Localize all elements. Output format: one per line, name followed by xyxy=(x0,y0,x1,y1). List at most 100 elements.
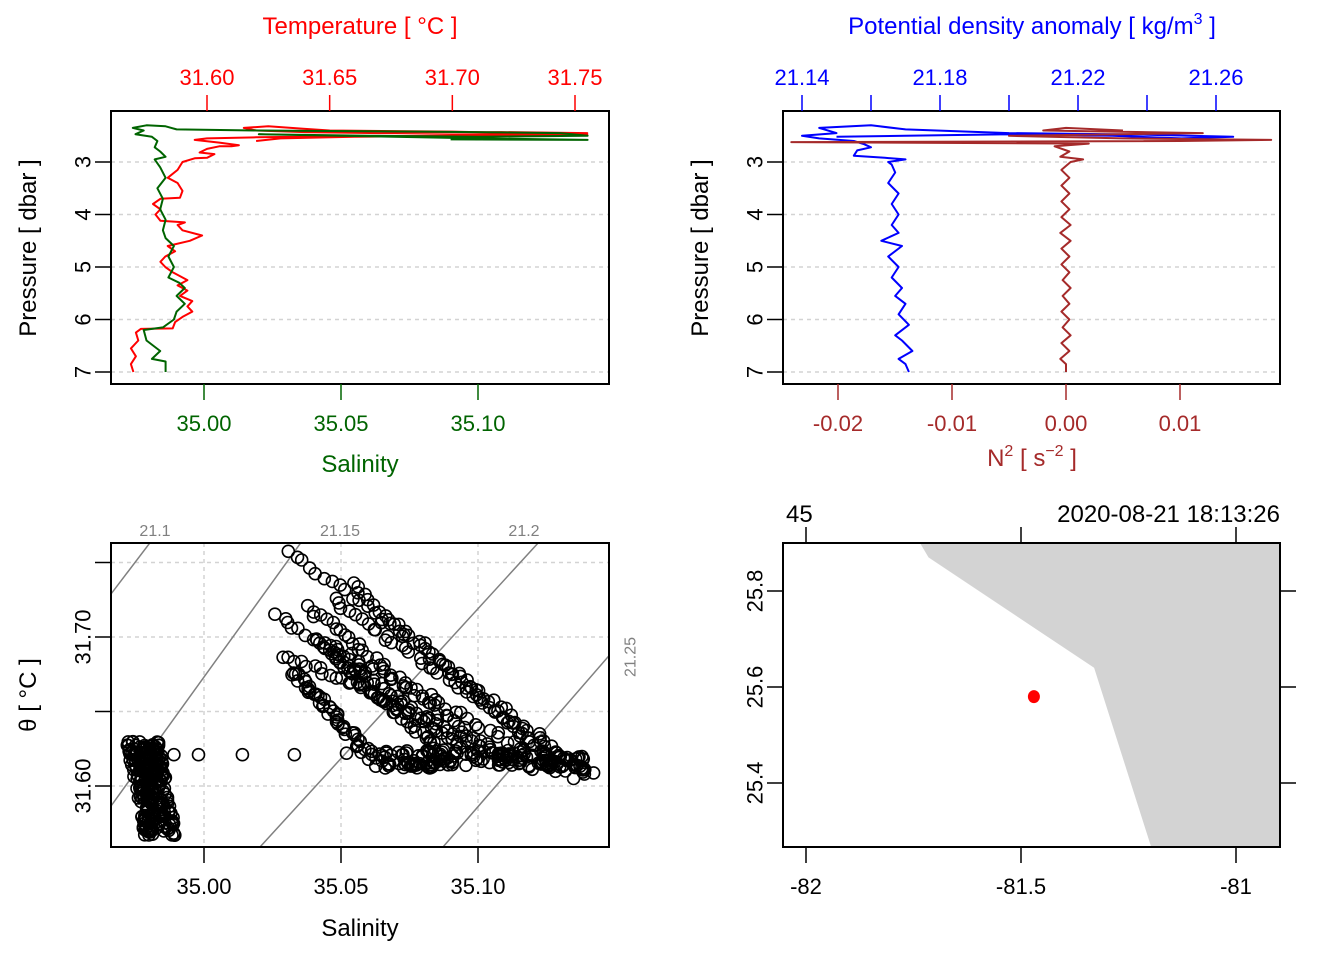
ts-point xyxy=(404,720,418,735)
ts-point xyxy=(148,774,163,789)
tick-label: -0.02 xyxy=(813,411,863,436)
ts-point xyxy=(290,550,305,565)
ts-point xyxy=(475,696,490,710)
n2-axis-label: N2 [ s−2 ] xyxy=(987,443,1077,472)
axis-ticks: 31.60 31.65 31.70 31.75 35.00 35.05 35.10 3 4 5 6 7 xyxy=(71,65,603,436)
isopycnal-label: 21.1 xyxy=(139,523,170,540)
ts-point xyxy=(418,636,432,650)
pressure-axis-label: Pressure [ dbar ] xyxy=(15,159,42,336)
n2-label-close: ] xyxy=(1064,445,1077,472)
ts-point xyxy=(281,544,296,559)
ts-point xyxy=(367,622,382,637)
ts-point xyxy=(449,737,464,752)
ts-point xyxy=(135,761,150,776)
ts-point xyxy=(291,621,305,636)
tick-label: 35.00 xyxy=(176,874,231,899)
ts-point xyxy=(142,746,157,760)
tick-label: 31.70 xyxy=(425,65,480,90)
ts-point xyxy=(235,747,250,762)
ts-point xyxy=(441,659,456,674)
ts-point xyxy=(473,693,488,707)
tick-label: 21.14 xyxy=(774,65,829,90)
ts-point xyxy=(148,747,162,761)
ts-point xyxy=(287,747,302,762)
ts-point xyxy=(398,624,413,639)
n2-label-exp: 2 xyxy=(1004,443,1013,460)
ts-point xyxy=(414,711,429,726)
tick-label: 25.4 xyxy=(743,762,768,805)
ts-point xyxy=(315,666,329,681)
tick-label: 21.22 xyxy=(1050,65,1105,90)
axis-ticks: 21.14 21.18 21.22 21.26 -0.02 -0.01 0.00 0.01 3 4… xyxy=(743,65,1244,436)
tick-label: 31.65 xyxy=(302,65,357,90)
ts-point xyxy=(351,585,365,600)
ts-point xyxy=(341,630,356,645)
temperature-axis-label: Temperature [ °C ] xyxy=(263,13,458,40)
ts-point xyxy=(352,637,367,651)
ts-point xyxy=(468,717,483,732)
tick-label: 3 xyxy=(743,156,768,168)
tick-label: 7 xyxy=(743,366,768,378)
ts-point xyxy=(350,675,365,690)
ts-point xyxy=(404,681,418,695)
ts-point xyxy=(145,770,159,785)
ts-point xyxy=(441,757,455,772)
isopycnal-21.25 xyxy=(442,655,608,846)
ts-point xyxy=(415,656,429,671)
ts-point xyxy=(482,700,497,715)
ts-point xyxy=(191,747,206,762)
tick-label: 35.10 xyxy=(450,411,505,436)
ts-point xyxy=(321,707,335,721)
density-label-main: Potential density anomaly [ kg/m xyxy=(848,13,1194,40)
ts-point xyxy=(378,609,393,623)
ts-point xyxy=(313,660,328,675)
ts-point xyxy=(534,757,548,771)
ts-point xyxy=(401,628,416,643)
ts-point xyxy=(306,609,321,624)
ts-point xyxy=(333,623,348,637)
n2-label-unit-exp: −2 xyxy=(1045,443,1063,460)
grid xyxy=(783,161,1280,373)
isopycnal-label: 21.15 xyxy=(320,523,360,540)
ts-points xyxy=(120,544,601,843)
ts-point xyxy=(495,746,509,760)
ts-point xyxy=(361,752,376,767)
ts-point xyxy=(135,790,149,805)
tick-label: 25.6 xyxy=(743,666,768,709)
tick-label: 5 xyxy=(71,261,96,273)
series-n2 xyxy=(790,126,1273,372)
tick-label: 6 xyxy=(71,313,96,325)
plot-frame xyxy=(782,110,1281,385)
tick-label: 31.60 xyxy=(179,65,234,90)
ts-point xyxy=(326,615,341,630)
tick-label: 31.60 xyxy=(71,758,96,813)
tick-label: 0.00 xyxy=(1045,411,1088,436)
station-marker[interactable] xyxy=(1027,690,1040,704)
ts-point xyxy=(338,628,352,642)
tick-label: 5 xyxy=(743,261,768,273)
ts-point xyxy=(301,685,316,700)
ts-point xyxy=(449,705,463,720)
n2-label-unit: [ s xyxy=(1013,445,1045,472)
ts-point xyxy=(396,679,411,693)
ts-point xyxy=(317,571,332,586)
panel-density-n2-profile: 21.14 21.18 21.22 21.26 -0.02 -0.01 0.00 0.01 3 4… xyxy=(687,11,1281,472)
series-density xyxy=(801,124,1235,373)
land-polygon xyxy=(920,544,1280,846)
ts-point xyxy=(502,747,516,761)
profile-series xyxy=(790,124,1273,373)
ts-point xyxy=(325,574,340,589)
theta-axis-label: θ [ °C ] xyxy=(15,658,42,732)
panel-ts-diagram: 21.1 21.15 21.2 21.25 35.00 35.05 35.10 31.60 31… xyxy=(15,523,640,942)
ts-point xyxy=(401,645,416,659)
ts-point xyxy=(459,758,473,773)
series-salinity xyxy=(131,124,589,372)
ts-point xyxy=(381,757,395,771)
axis-ticks: -82 -81.5 -81 25.4 25.6 25.8 xyxy=(743,527,1296,899)
ts-point xyxy=(444,667,459,682)
n2-label-n: N xyxy=(987,445,1004,472)
ts-point xyxy=(142,791,156,806)
ts-point xyxy=(464,746,479,760)
ts-point xyxy=(383,616,397,631)
